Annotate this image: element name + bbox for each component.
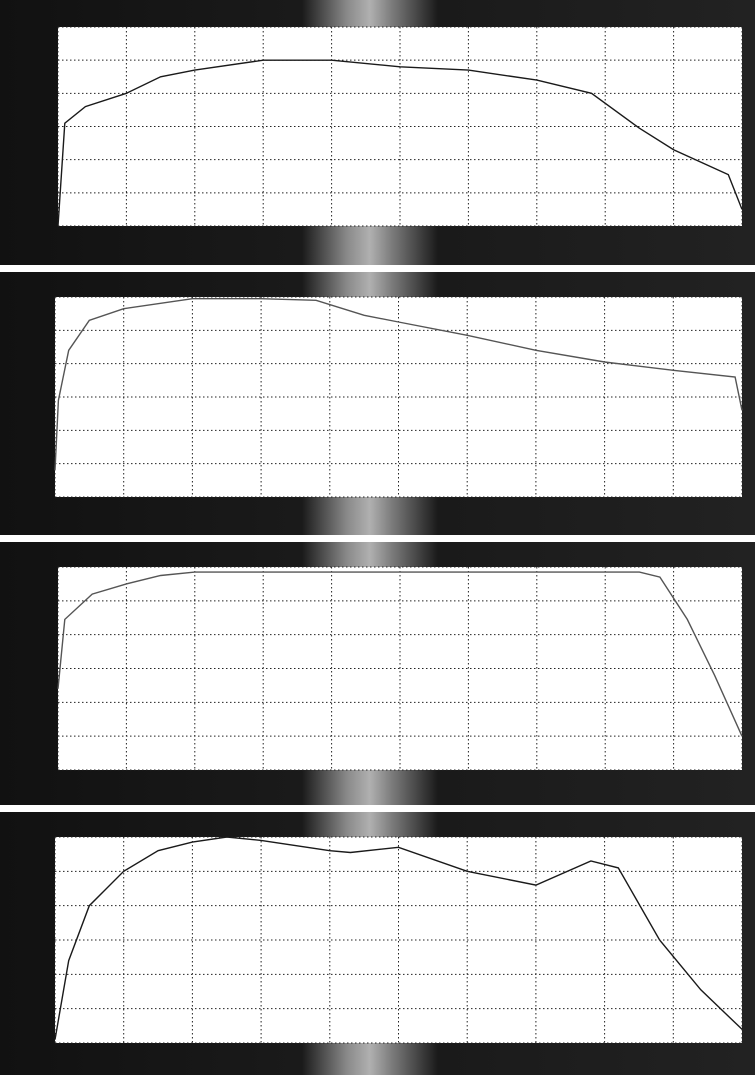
figure (0, 0, 755, 1075)
plot-area (55, 837, 742, 1043)
